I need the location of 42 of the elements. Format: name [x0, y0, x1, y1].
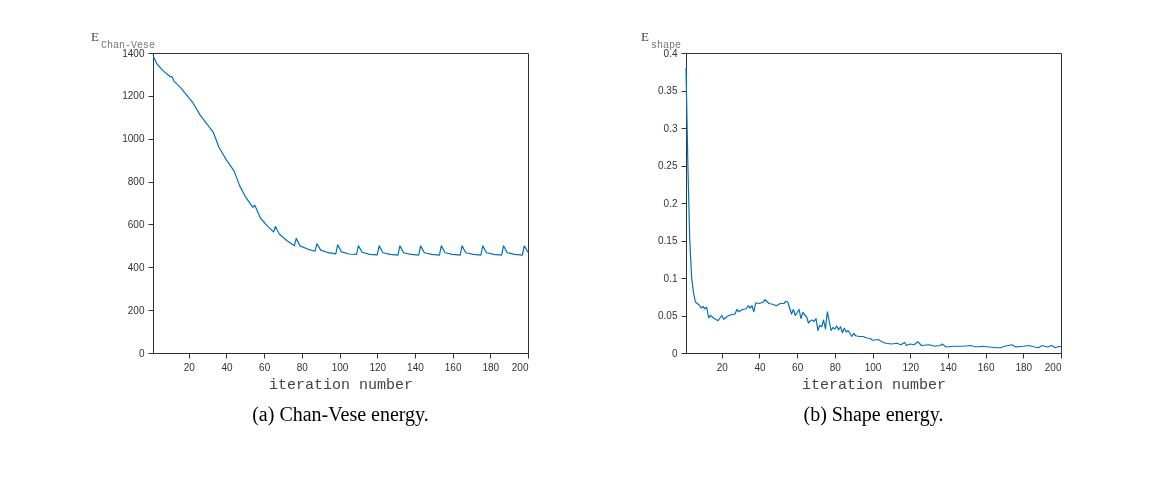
x-tick-label: 120 [369, 361, 387, 373]
y-tick-label: 0.15 [658, 235, 678, 246]
x-tick-label: 20 [183, 361, 196, 373]
y-tick-label: 1200 [122, 90, 145, 102]
x-axis-title: iteration number [268, 376, 414, 394]
y-tick-label: 0 [671, 347, 678, 359]
x-tick-label: 140 [407, 361, 425, 373]
x-tick-label: 160 [977, 361, 995, 373]
x-tick-label: 60 [259, 361, 271, 373]
x-tick-label: 200 [1044, 361, 1062, 373]
text: (b) Shape energy. [803, 403, 944, 426]
y-tick-label: 0.1 [663, 272, 678, 284]
x-tick-label: 180 [1015, 361, 1033, 373]
x-tick-label: 40 [221, 361, 233, 373]
y-tick-label: 0.05 [658, 310, 678, 321]
y-tick-label: 0.35 [658, 85, 678, 96]
y-tick-label: 600 [127, 218, 145, 230]
y-tick-label: 0 [138, 347, 145, 359]
y-tick-label: 0.2 [663, 197, 678, 209]
x-tick-label: 80 [296, 361, 309, 373]
x-tick-label: 60 [792, 361, 804, 373]
line-series [152, 54, 529, 256]
x-tick-label: 20 [716, 361, 729, 373]
line-series [685, 67, 1062, 349]
x-tick-label: 100 [331, 361, 349, 373]
y-tick-label: 800 [127, 176, 145, 188]
x-axis-title: iteration number [801, 376, 947, 394]
x-tick-label: 100 [864, 361, 882, 373]
y-tick-label: 200 [127, 304, 145, 316]
y-tick-label: 1400 [122, 47, 145, 59]
x-tick-label: 140 [940, 361, 958, 373]
x-tick-label: 40 [754, 361, 766, 373]
x-tick-label: 120 [902, 361, 920, 373]
x-tick-label: 180 [482, 361, 500, 373]
y-tick-label: 0.3 [663, 122, 678, 134]
x-tick-label: 160 [444, 361, 462, 373]
y-tick-label: 0.25 [658, 160, 678, 171]
y-tick-label: 400 [127, 261, 145, 273]
y-tick-label: 1000 [122, 133, 145, 145]
x-tick-label: 80 [829, 361, 842, 373]
text: (a) Chan-Vese energy. [252, 403, 429, 426]
x-tick-label: 200 [511, 361, 529, 373]
